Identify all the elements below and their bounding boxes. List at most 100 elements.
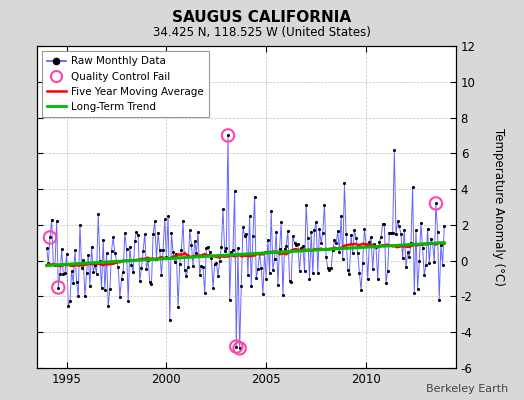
Point bbox=[166, 316, 174, 323]
Point bbox=[367, 234, 375, 240]
Point bbox=[49, 261, 58, 267]
Point bbox=[122, 246, 130, 252]
Point bbox=[368, 266, 377, 272]
Point bbox=[78, 264, 86, 271]
Point bbox=[86, 282, 94, 289]
Point bbox=[275, 246, 283, 252]
Point bbox=[312, 219, 320, 225]
Point bbox=[181, 267, 189, 273]
Point bbox=[79, 257, 88, 263]
Point bbox=[56, 271, 64, 278]
Point bbox=[61, 270, 69, 276]
Point bbox=[235, 345, 244, 352]
Point bbox=[302, 202, 310, 208]
Point bbox=[329, 247, 337, 253]
Point bbox=[410, 290, 419, 296]
Point bbox=[91, 262, 99, 268]
Point bbox=[52, 218, 61, 224]
Point bbox=[390, 147, 399, 154]
Point bbox=[388, 230, 397, 236]
Point bbox=[117, 276, 126, 282]
Point bbox=[227, 249, 235, 255]
Point bbox=[81, 293, 89, 300]
Point bbox=[241, 233, 249, 239]
Point bbox=[48, 216, 56, 223]
Point bbox=[146, 279, 154, 286]
Point bbox=[205, 249, 214, 256]
Point bbox=[354, 250, 362, 256]
Point bbox=[114, 264, 123, 270]
Point bbox=[99, 237, 107, 244]
Point bbox=[167, 230, 176, 236]
Point bbox=[84, 252, 92, 258]
Point bbox=[134, 232, 143, 239]
Point bbox=[377, 234, 385, 240]
Point bbox=[58, 246, 66, 252]
Point bbox=[106, 286, 114, 292]
Point bbox=[364, 276, 372, 282]
Point bbox=[350, 227, 358, 234]
Point bbox=[59, 271, 68, 277]
Point bbox=[111, 249, 119, 256]
Point bbox=[132, 228, 140, 235]
Point bbox=[109, 234, 117, 241]
Point bbox=[121, 230, 129, 236]
Point bbox=[372, 244, 380, 251]
Point bbox=[408, 184, 417, 190]
Point bbox=[156, 247, 164, 253]
Point bbox=[417, 220, 425, 226]
Point bbox=[154, 230, 162, 236]
Point bbox=[319, 229, 327, 236]
Point bbox=[194, 229, 202, 236]
Point bbox=[172, 250, 181, 257]
Point bbox=[265, 270, 274, 276]
Point bbox=[182, 273, 191, 279]
Point bbox=[97, 285, 106, 291]
Point bbox=[292, 242, 300, 249]
Point bbox=[69, 280, 78, 286]
Point bbox=[160, 216, 169, 222]
Point bbox=[352, 234, 361, 241]
Point bbox=[300, 268, 309, 274]
Point bbox=[423, 226, 432, 232]
Point bbox=[74, 293, 82, 300]
Point bbox=[235, 345, 244, 352]
Point bbox=[214, 273, 222, 279]
Point bbox=[140, 231, 149, 237]
Point bbox=[297, 245, 305, 252]
Point bbox=[370, 240, 378, 247]
Point bbox=[42, 245, 51, 252]
Point bbox=[330, 237, 339, 244]
Point bbox=[422, 262, 430, 268]
Point bbox=[375, 239, 384, 245]
Point bbox=[157, 272, 166, 278]
Point bbox=[412, 227, 420, 234]
Point bbox=[255, 250, 264, 256]
Point bbox=[204, 244, 212, 250]
Point bbox=[395, 223, 403, 230]
Point bbox=[51, 262, 59, 268]
Point bbox=[82, 270, 91, 276]
Point bbox=[293, 241, 302, 248]
Point bbox=[244, 272, 252, 278]
Point bbox=[102, 250, 111, 256]
Point bbox=[217, 244, 225, 250]
Point bbox=[317, 240, 325, 246]
Point bbox=[89, 268, 97, 275]
Point bbox=[252, 275, 260, 281]
Point bbox=[427, 236, 435, 242]
Point bbox=[177, 246, 185, 253]
Point bbox=[119, 268, 127, 275]
Point bbox=[282, 242, 290, 249]
Point bbox=[195, 272, 204, 278]
Point bbox=[405, 254, 413, 261]
Point bbox=[407, 240, 415, 246]
Point bbox=[174, 304, 182, 310]
Point bbox=[107, 248, 116, 254]
Point bbox=[159, 246, 167, 253]
Point bbox=[247, 282, 256, 289]
Point bbox=[397, 231, 405, 238]
Point bbox=[283, 228, 292, 234]
Point bbox=[66, 298, 74, 304]
Point bbox=[232, 343, 241, 350]
